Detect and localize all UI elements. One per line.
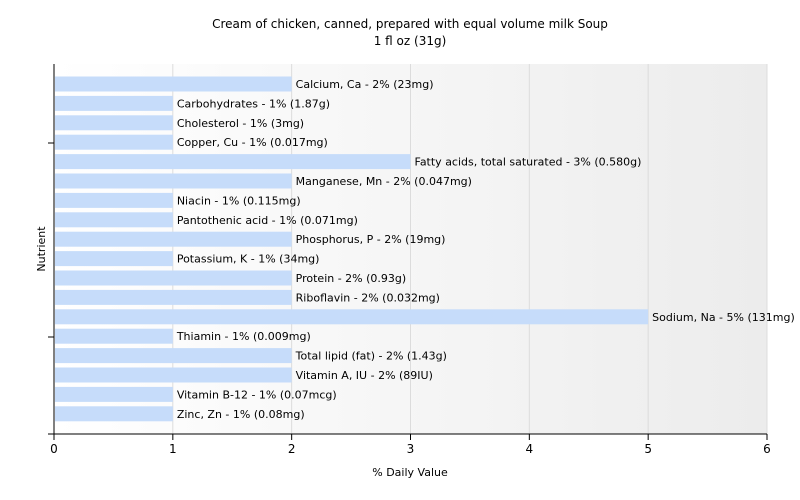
bar-label: Vitamin B-12 - 1% (0.07mcg) [177,388,337,401]
bar [55,134,173,150]
bar [55,289,292,305]
bar [55,309,649,325]
bar-label: Calcium, Ca - 2% (23mg) [296,78,434,91]
bar-label: Copper, Cu - 1% (0.017mg) [177,136,328,149]
y-axis-label: Nutrient [35,226,48,272]
chart-title: Cream of chicken, canned, prepared with … [212,17,608,31]
bar [55,386,173,402]
axes: 0 1 2 3 4 5 6 [48,64,771,456]
bar [55,231,292,247]
x-axis-label: % Daily Value [372,466,448,479]
bar-label: Zinc, Zn - 1% (0.08mg) [177,408,305,421]
bar [55,115,173,131]
x-tick-label: 3 [407,442,415,456]
bar-label: Pantothenic acid - 1% (0.071mg) [177,214,358,227]
chart-subtitle: 1 fl oz (31g) [374,34,447,48]
bar-label: Niacin - 1% (0.115mg) [177,194,301,207]
bar [55,367,292,383]
bar-label: Phosphorus, P - 2% (19mg) [296,233,446,246]
x-tick-label: 4 [526,442,534,456]
bar [55,328,173,344]
x-tick-label: 5 [644,442,652,456]
x-tick-label: 6 [763,442,771,456]
bar [55,348,292,364]
x-tick-label: 0 [50,442,58,456]
bar-label: Vitamin A, IU - 2% (89IU) [296,369,433,382]
bar [55,406,173,422]
bar-label: Thiamin - 1% (0.009mg) [176,330,311,343]
bar [55,173,292,189]
bars: Calcium, Ca - 2% (23mg) Carbohydrates - 1… [55,76,795,422]
bar [55,95,173,111]
x-tick-label: 1 [169,442,177,456]
bar-label: Carbohydrates - 1% (1.87g) [177,97,330,110]
bar-label: Protein - 2% (0.93g) [296,272,407,285]
bar [55,76,292,92]
bar-label: Manganese, Mn - 2% (0.047mg) [296,175,472,188]
bar-label: Cholesterol - 1% (3mg) [177,117,304,130]
bar [55,212,173,228]
bar-label: Sodium, Na - 5% (131mg) [652,311,795,324]
bar-label: Fatty acids, total saturated - 3% (0.580… [415,156,642,169]
x-tick-label: 2 [288,442,296,456]
bar [55,251,173,267]
bar-label: Potassium, K - 1% (34mg) [177,253,320,266]
bar-label: Total lipid (fat) - 2% (1.43g) [295,350,447,363]
bar-label: Riboflavin - 2% (0.032mg) [296,291,440,304]
bar [55,270,292,286]
bar [55,154,411,170]
bar [55,192,173,208]
